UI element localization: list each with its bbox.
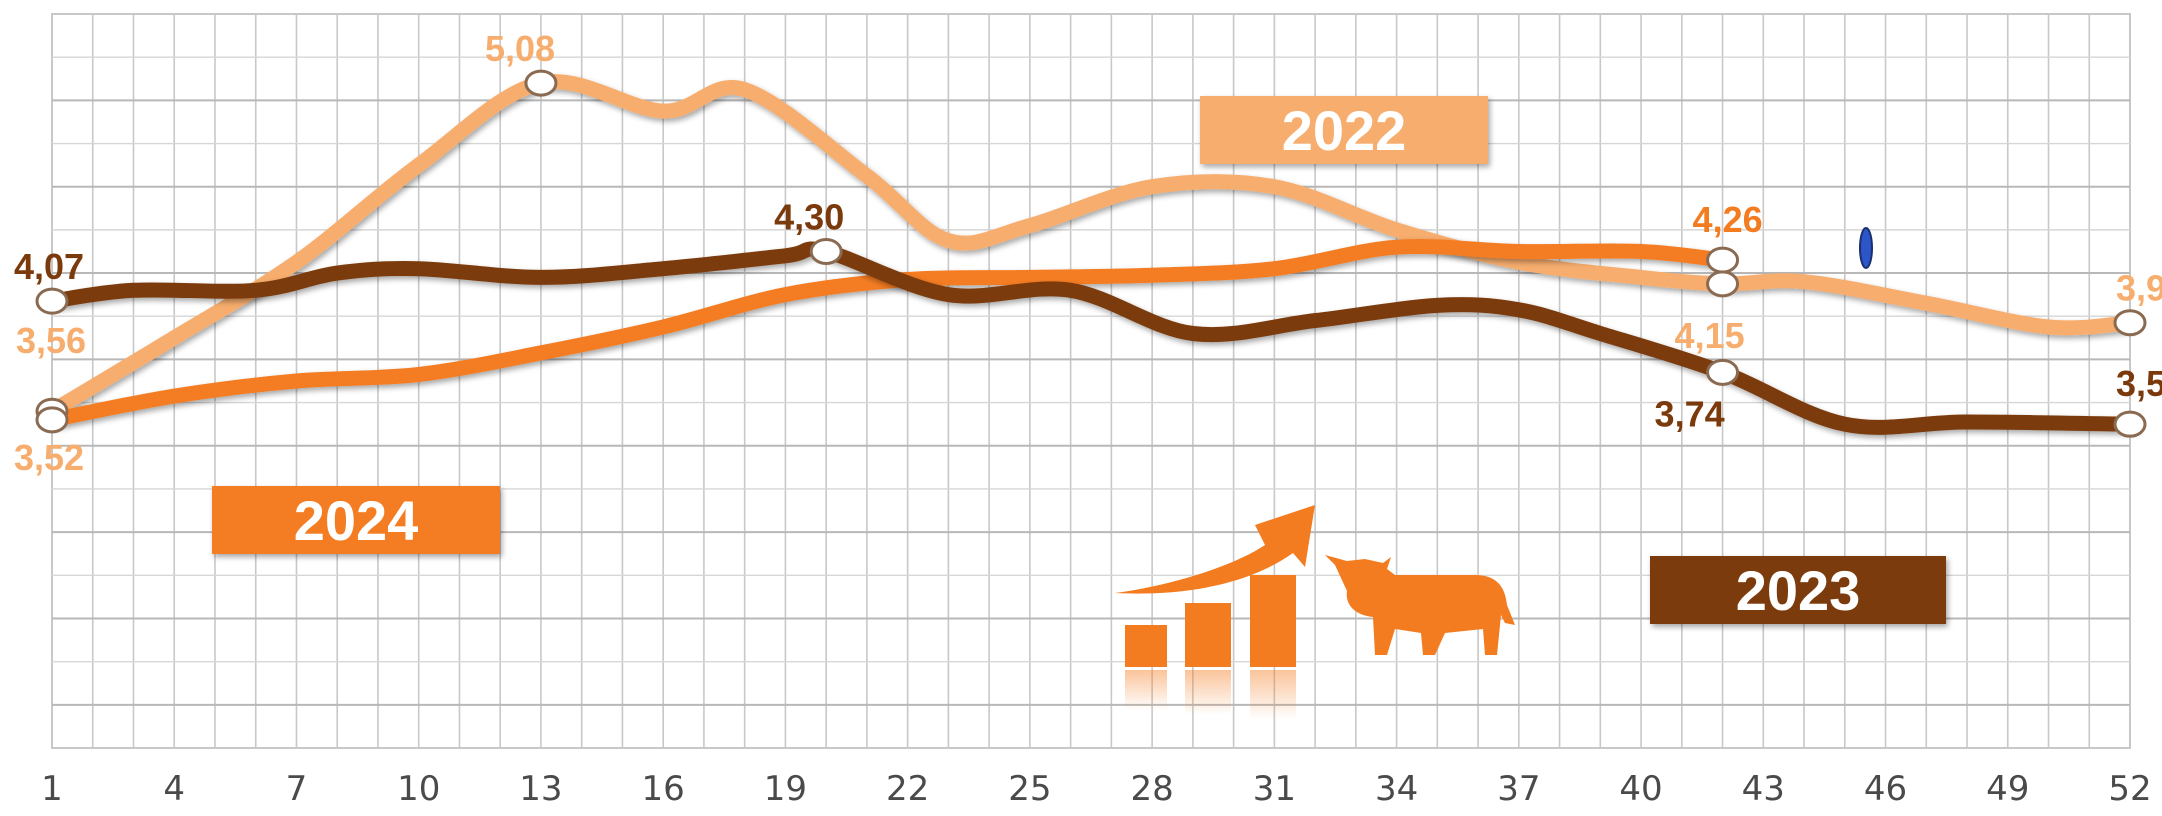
blue-oval-icon	[1859, 227, 1873, 269]
data-label-2022-week-52: 3,97	[2116, 268, 2162, 309]
marker-2022-week-42	[1706, 270, 1740, 298]
x-tick-label: 49	[1986, 769, 2029, 809]
x-tick-label: 7	[286, 769, 308, 809]
x-tick-label: 4	[163, 769, 185, 809]
series-markers	[35, 69, 2147, 438]
data-label-2023-week-52: 3,50	[2116, 363, 2162, 404]
data-label-2023-week-42: 3,74	[1655, 393, 1725, 434]
badge-background	[1200, 96, 1488, 164]
x-tick-label: 46	[1864, 769, 1907, 809]
x-tick-label: 34	[1375, 769, 1418, 809]
badge-2023: 2023	[1650, 556, 1946, 624]
data-labels: 4,07 3,56 3,52 5,08 4,30 4,26 4,15 3,74 3,97 3,50	[14, 28, 2162, 478]
badge-label: 2022	[1282, 99, 1407, 162]
marker-2022-week-13	[524, 69, 558, 97]
badge-2024: 2024	[212, 486, 500, 554]
marker-2023-week-42	[1706, 358, 1740, 386]
badge-background	[212, 486, 500, 554]
marker-2023-week-52	[2113, 410, 2147, 438]
x-tick-label: 19	[764, 769, 807, 809]
x-axis-ticks: 1 4 7 10 13 16 19 22 25 28 31 34 37 40 43 46 49 52	[41, 769, 2151, 809]
x-tick-label: 28	[1130, 769, 1173, 809]
cattle-icon	[1325, 555, 1515, 655]
marker-2023-week-1	[35, 287, 69, 315]
data-label-2022-week-42: 4,15	[1675, 315, 1745, 356]
data-label-2024-week-1: 3,52	[14, 437, 84, 478]
badge-label: 2023	[1736, 559, 1861, 622]
x-tick-label: 10	[397, 769, 440, 809]
marker-2024-week-1	[35, 406, 69, 434]
marker-2022-week-52	[2113, 309, 2147, 337]
series-badges: 2022 2024 2023	[212, 96, 1946, 624]
data-label-2024-week-42: 4,26	[1693, 199, 1763, 240]
x-tick-label: 1	[41, 769, 63, 809]
x-tick-label: 37	[1497, 769, 1540, 809]
data-label-2023-week-20: 4,30	[774, 196, 844, 237]
x-tick-label: 16	[642, 769, 685, 809]
marker-2024-week-42	[1706, 246, 1740, 274]
marker-2023-week-20	[809, 237, 843, 265]
x-tick-label: 31	[1253, 769, 1296, 809]
data-label-2022-week-13: 5,08	[485, 28, 555, 69]
badge-background	[1650, 556, 1946, 624]
rising-bars-icon	[1115, 505, 1315, 720]
series-line-2022	[44, 74, 2138, 419]
x-tick-label: 25	[1008, 769, 1051, 809]
x-tick-label: 52	[2108, 769, 2151, 809]
badge-label: 2024	[294, 489, 419, 552]
x-tick-label: 43	[1742, 769, 1785, 809]
data-label-2022-week-1: 3,56	[16, 320, 86, 361]
badge-2022: 2022	[1200, 96, 1488, 164]
x-tick-label: 22	[886, 769, 929, 809]
data-label-2023-week-1: 4,07	[14, 246, 84, 287]
x-tick-label: 13	[519, 769, 562, 809]
x-tick-label: 40	[1619, 769, 1662, 809]
